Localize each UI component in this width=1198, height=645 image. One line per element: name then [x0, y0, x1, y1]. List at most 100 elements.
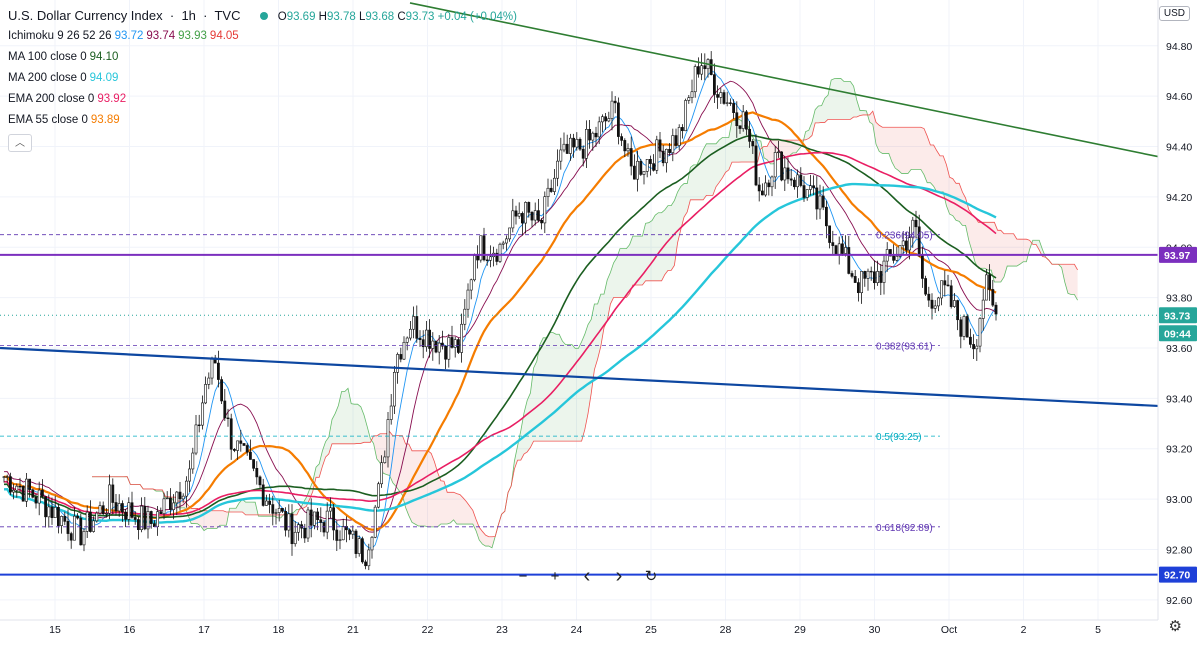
candle-body: [691, 92, 693, 98]
cloud-segment: [924, 129, 927, 183]
candle-body: [534, 211, 536, 220]
candle-body: [352, 531, 354, 534]
cloud-segment: [361, 407, 364, 444]
candle-body: [717, 94, 719, 97]
candle-body: [246, 445, 248, 452]
candle-body: [582, 149, 584, 158]
cloud-segment: [850, 82, 853, 120]
candle-body: [489, 257, 491, 261]
cloud-segment: [351, 404, 354, 444]
cloud-segment: [559, 334, 562, 441]
candle-body: [630, 148, 632, 166]
candle-body: [169, 498, 171, 510]
candle-body: [57, 507, 59, 525]
settings-button[interactable]: ⚙: [1169, 617, 1182, 635]
candle-body: [121, 503, 123, 512]
candle-body: [621, 137, 623, 141]
candle-body: [819, 196, 821, 209]
candle-body: [704, 66, 706, 69]
candle-body: [672, 136, 674, 153]
candle-body: [617, 103, 619, 137]
candle-body: [217, 363, 219, 379]
scroll-left-button[interactable]: ‹: [574, 565, 600, 587]
y-tick-label: 94.40: [1166, 142, 1192, 154]
candle-body: [960, 320, 962, 337]
candle-body: [109, 485, 111, 513]
price-badge-label: 09:44: [1164, 328, 1191, 340]
candle-body: [768, 183, 770, 187]
indicator-label: EMA 200 close 0: [8, 93, 94, 105]
candle-body: [473, 256, 475, 280]
collapse-legend-button[interactable]: ︿: [8, 134, 32, 152]
candle-body: [393, 372, 395, 406]
candle-body: [947, 285, 949, 286]
cloud-segment: [454, 492, 457, 524]
cloud-segment: [994, 222, 997, 282]
candle-body: [736, 113, 738, 126]
candle-body: [51, 507, 53, 518]
zoom-out-button[interactable]: −: [510, 565, 536, 587]
cloud-segment: [847, 82, 850, 120]
candle-body: [451, 337, 453, 347]
cloud-segment: [905, 127, 908, 173]
candle-body: [774, 152, 776, 177]
candle-body: [406, 338, 408, 342]
candle-body: [211, 358, 213, 378]
candle-body: [128, 503, 130, 520]
candle-body: [381, 463, 383, 484]
cloud-segment: [562, 341, 565, 441]
zoom-in-button[interactable]: +: [542, 565, 568, 587]
indicator-label: Ichimoku 9 26 52 26: [8, 30, 112, 42]
candle-body: [550, 188, 552, 191]
candle-body: [784, 168, 786, 180]
currency-button[interactable]: USD: [1159, 6, 1190, 21]
cloud-segment: [726, 138, 729, 173]
candle-body: [288, 514, 290, 530]
x-tick-label: 17: [198, 624, 210, 636]
y-tick-label: 92.60: [1166, 595, 1192, 607]
cloud-segment: [882, 127, 885, 153]
plus-icon: +: [551, 568, 560, 585]
candle-body: [720, 93, 722, 98]
candle-body: [669, 149, 671, 152]
candle-body: [198, 425, 200, 426]
cloud-segment: [345, 388, 348, 443]
candle-body: [390, 406, 392, 420]
candle-body: [179, 492, 181, 499]
candle-body: [397, 354, 399, 372]
candle-body: [275, 513, 277, 514]
candle-body: [387, 420, 389, 457]
candle-body: [896, 256, 898, 260]
cloud-segment: [210, 511, 213, 529]
cloud-segment: [783, 140, 786, 157]
candle-body: [160, 512, 162, 514]
open-value: 93.69: [287, 11, 316, 23]
candle-body: [992, 289, 994, 305]
candle-body: [224, 401, 226, 418]
change-value: +0.04 (+0.04%): [438, 11, 517, 23]
candle-body: [93, 521, 95, 532]
candle-body: [653, 164, 655, 171]
cloud-segment: [447, 492, 450, 524]
candle-body: [48, 507, 50, 517]
candle-body: [173, 503, 175, 510]
cloud-segment: [937, 151, 940, 192]
scroll-right-button[interactable]: ›: [606, 565, 632, 587]
cloud-segment: [354, 404, 357, 444]
indicator-value: 94.10: [90, 51, 119, 63]
candle-body: [137, 520, 139, 530]
reset-chart-button[interactable]: ↻: [638, 565, 664, 587]
candle-body: [605, 117, 607, 121]
candle-body: [70, 534, 72, 541]
candle-body: [38, 490, 40, 503]
y-tick-label: 94.20: [1166, 192, 1192, 204]
candle-body: [749, 129, 751, 141]
candle-body: [982, 300, 984, 318]
low-value: 93.68: [365, 11, 394, 23]
cloud-segment: [895, 127, 898, 170]
